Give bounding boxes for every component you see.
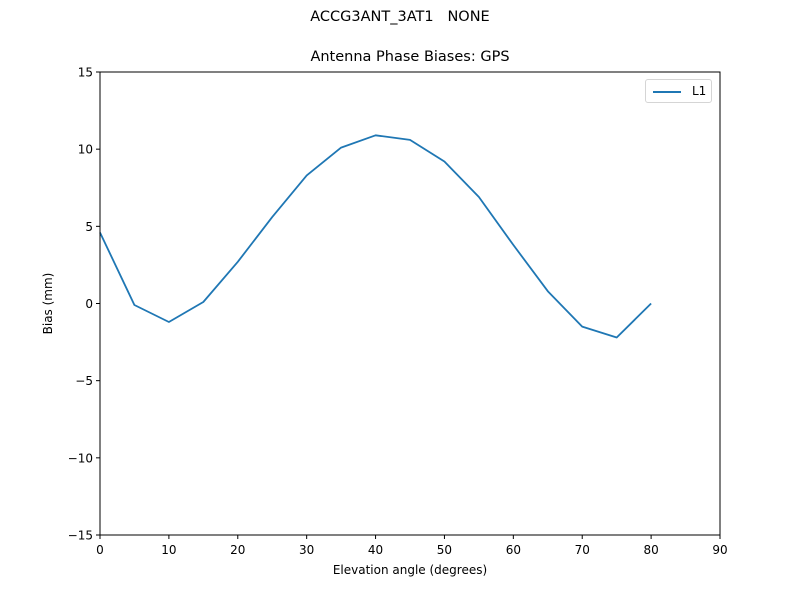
x-axis-ticks: 0 10 20 30 40 50 60 70 80 90 — [96, 535, 728, 557]
x-tick-label: 50 — [437, 543, 452, 557]
chart-title: Antenna Phase Biases: GPS — [310, 49, 510, 65]
x-tick-label: 90 — [712, 543, 727, 557]
x-tick-label: 0 — [96, 543, 104, 557]
y-tick-label: −10 — [68, 451, 93, 465]
x-tick-label: 30 — [299, 543, 314, 557]
x-tick-label: 60 — [506, 543, 521, 557]
legend: L1 — [645, 79, 712, 103]
x-tick-label: 70 — [575, 543, 590, 557]
y-axis-ticks: 15 10 5 0 −5 −10 −15 — [68, 66, 100, 543]
y-tick-label: −5 — [75, 374, 93, 388]
y-tick-label: 0 — [85, 297, 93, 311]
y-tick-label: 15 — [78, 66, 93, 80]
y-axis-label: Bias (mm) — [41, 273, 55, 335]
y-tick-label: 5 — [85, 220, 93, 234]
y-tick-label: −15 — [68, 529, 93, 543]
x-tick-label: 10 — [161, 543, 176, 557]
x-tick-label: 20 — [230, 543, 245, 557]
x-axis-label: Elevation angle (degrees) — [333, 563, 487, 577]
data-line-l1 — [99, 134, 652, 339]
x-tick-label: 40 — [368, 543, 383, 557]
axes-frame — [99, 71, 721, 536]
legend-label-l1: L1 — [692, 84, 707, 98]
figure-suptitle: ACCG3ANT_3AT1 NONE — [310, 9, 490, 25]
x-tick-label: 80 — [643, 543, 658, 557]
legend-line-swatch-icon — [653, 91, 681, 93]
y-tick-label: 10 — [78, 143, 93, 157]
series-line-l1 — [99, 134, 652, 339]
